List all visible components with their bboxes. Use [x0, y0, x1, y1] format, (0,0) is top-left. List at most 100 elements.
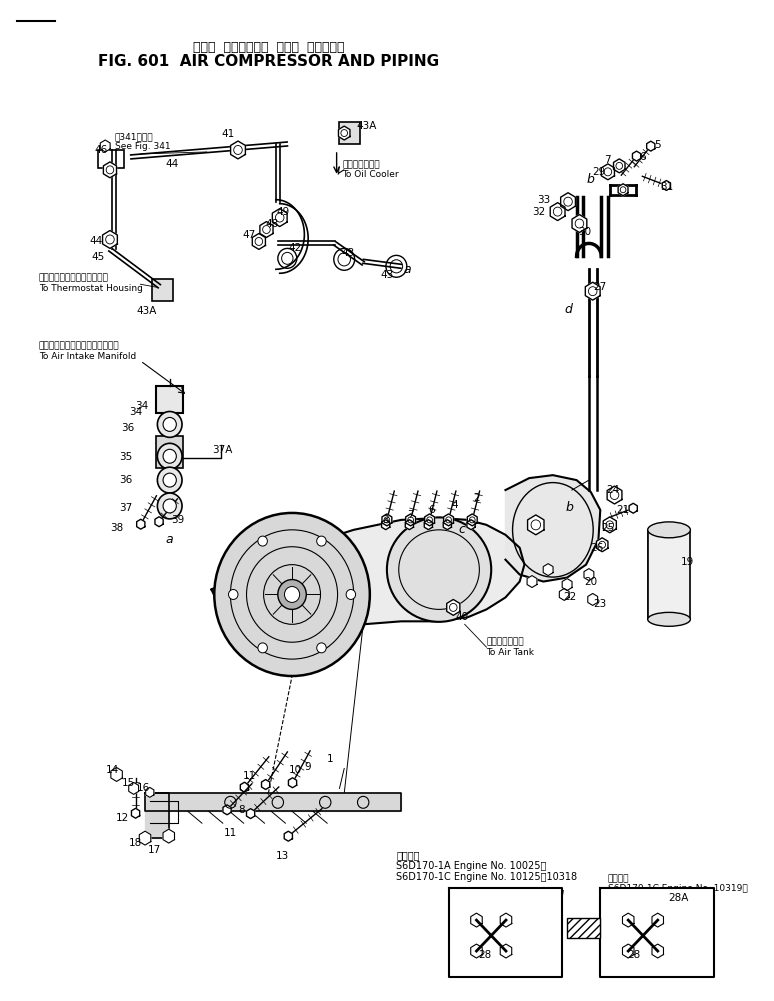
Polygon shape: [128, 783, 139, 795]
Text: サーモスタットハウジングへ: サーモスタットハウジングへ: [39, 273, 108, 282]
Circle shape: [258, 537, 267, 547]
Ellipse shape: [648, 522, 690, 538]
Polygon shape: [652, 913, 663, 927]
Polygon shape: [603, 517, 616, 533]
Polygon shape: [211, 518, 525, 625]
Text: 33: 33: [536, 194, 550, 204]
Circle shape: [346, 590, 355, 600]
Text: 44: 44: [165, 159, 178, 169]
Text: c: c: [458, 524, 465, 537]
Text: 44: 44: [89, 236, 102, 246]
Text: 28A: 28A: [668, 893, 688, 903]
Polygon shape: [132, 808, 139, 818]
Text: 7: 7: [407, 510, 414, 520]
Text: 12: 12: [115, 813, 129, 823]
Polygon shape: [622, 913, 634, 927]
Circle shape: [157, 467, 182, 493]
Polygon shape: [425, 514, 434, 526]
Text: 22: 22: [563, 593, 577, 603]
Polygon shape: [622, 944, 634, 958]
Text: 47: 47: [243, 230, 256, 240]
Polygon shape: [648, 530, 690, 620]
Polygon shape: [444, 514, 454, 526]
Polygon shape: [471, 913, 482, 927]
Polygon shape: [447, 600, 460, 616]
Bar: [152, 279, 173, 301]
Circle shape: [163, 499, 176, 513]
Polygon shape: [101, 140, 110, 152]
Text: 15: 15: [122, 779, 135, 789]
Circle shape: [317, 537, 326, 547]
Text: 6: 6: [639, 152, 646, 162]
Circle shape: [163, 417, 176, 431]
Polygon shape: [601, 164, 615, 180]
Text: 19: 19: [681, 557, 694, 567]
Polygon shape: [505, 475, 601, 582]
Polygon shape: [614, 159, 625, 173]
Text: 35: 35: [119, 452, 132, 462]
Polygon shape: [163, 829, 174, 843]
Text: エアータンクへ: エアータンクへ: [487, 638, 524, 647]
Circle shape: [214, 513, 370, 676]
Text: a: a: [404, 263, 412, 276]
Text: 43: 43: [380, 270, 393, 280]
Polygon shape: [550, 202, 565, 220]
Polygon shape: [103, 230, 118, 248]
Text: 第341番参照: 第341番参照: [115, 132, 153, 141]
Circle shape: [157, 443, 182, 469]
Bar: [156, 436, 183, 468]
Bar: [567, 918, 601, 938]
Text: 14: 14: [106, 766, 119, 776]
Circle shape: [228, 590, 238, 600]
Text: 1: 1: [327, 754, 334, 764]
Polygon shape: [663, 180, 670, 190]
Text: 43A: 43A: [357, 121, 377, 131]
Text: 43: 43: [341, 248, 354, 258]
Text: 27: 27: [594, 282, 607, 292]
Polygon shape: [262, 780, 269, 790]
Polygon shape: [585, 282, 600, 300]
Polygon shape: [284, 831, 293, 841]
Circle shape: [258, 643, 267, 653]
Text: 11: 11: [224, 828, 237, 838]
Polygon shape: [587, 594, 598, 606]
Text: 25: 25: [601, 523, 615, 533]
Polygon shape: [632, 151, 641, 161]
Text: 31: 31: [660, 182, 673, 192]
Text: 13: 13: [276, 851, 289, 861]
Text: 10: 10: [289, 766, 301, 776]
Text: 26: 26: [590, 543, 603, 553]
Polygon shape: [560, 589, 569, 601]
Text: エアー  コンプレッサ  および  パイピング: エアー コンプレッサ および パイピング: [193, 41, 344, 54]
Text: 32: 32: [532, 206, 545, 216]
Text: 46: 46: [94, 145, 108, 155]
Text: 6: 6: [428, 505, 435, 515]
Polygon shape: [467, 520, 475, 530]
Polygon shape: [137, 520, 145, 530]
Polygon shape: [252, 233, 265, 249]
Polygon shape: [562, 579, 572, 591]
Polygon shape: [231, 141, 245, 159]
Polygon shape: [527, 576, 537, 588]
Text: 5: 5: [654, 140, 660, 150]
Polygon shape: [338, 126, 350, 140]
Circle shape: [163, 449, 176, 463]
Circle shape: [285, 587, 300, 603]
Text: 23: 23: [594, 600, 607, 610]
Circle shape: [157, 493, 182, 519]
Polygon shape: [424, 520, 433, 530]
Text: 43A: 43A: [137, 306, 157, 316]
Bar: [98, 150, 124, 168]
Polygon shape: [607, 486, 622, 504]
Polygon shape: [240, 782, 248, 792]
Text: b: b: [566, 502, 574, 515]
Text: FIG. 601  AIR COMPRESSOR AND PIPING: FIG. 601 AIR COMPRESSOR AND PIPING: [98, 54, 439, 69]
Text: エアーインテークマニホールドへ: エアーインテークマニホールドへ: [39, 341, 119, 350]
Text: 17: 17: [148, 845, 161, 855]
Polygon shape: [618, 184, 628, 196]
Text: To Air Tank: To Air Tank: [487, 649, 535, 658]
Polygon shape: [272, 208, 287, 226]
Text: 28: 28: [478, 951, 491, 961]
Polygon shape: [500, 913, 512, 927]
Text: 適用号機: 適用号機: [396, 850, 420, 860]
